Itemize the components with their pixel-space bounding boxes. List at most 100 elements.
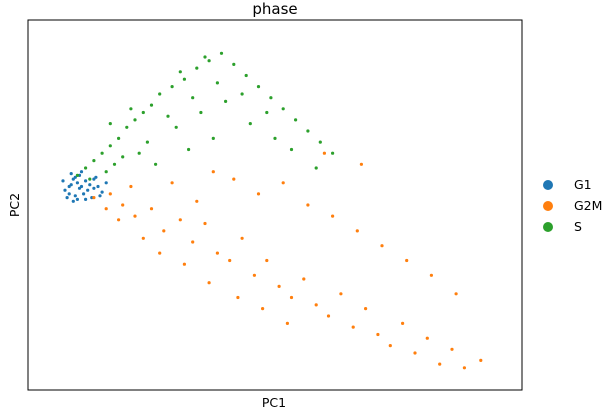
point-g2m-6: [178, 218, 182, 222]
point-s-41: [215, 81, 219, 85]
legend-marker-s: [543, 222, 553, 232]
point-g1-16: [61, 179, 65, 183]
point-g2m-53: [117, 218, 121, 222]
data-points: [61, 51, 483, 370]
point-g1-2: [63, 188, 67, 192]
point-s-6: [125, 125, 129, 129]
point-g2m-30: [479, 358, 483, 362]
chart-title: phase: [252, 0, 297, 18]
point-g1-25: [104, 181, 108, 185]
point-g1-28: [77, 186, 82, 190]
point-s-13: [195, 66, 199, 70]
point-g2m-44: [158, 251, 162, 255]
point-g2m-48: [261, 307, 265, 311]
point-s-18: [256, 85, 261, 89]
point-g2m-29: [462, 366, 466, 370]
point-g2m-3: [133, 214, 137, 218]
point-s-14: [207, 59, 211, 63]
point-g2m-24: [401, 321, 405, 325]
point-g2m-10: [228, 258, 232, 263]
point-g2m-37: [355, 229, 359, 233]
point-g2m-41: [454, 292, 458, 296]
point-g2m-21: [364, 307, 368, 311]
point-g2m-8: [203, 221, 207, 226]
point-g2m-27: [438, 362, 442, 366]
point-s-21: [294, 118, 298, 122]
point-s-44: [289, 147, 294, 152]
point-g1-17: [75, 197, 79, 201]
point-s-33: [187, 147, 191, 152]
point-g2m-1: [108, 192, 112, 196]
point-g2m-26: [425, 336, 429, 340]
point-g2m-42: [322, 151, 326, 155]
point-s-26: [145, 140, 149, 144]
point-g1-24: [84, 197, 88, 201]
point-s-45: [314, 166, 318, 170]
point-s-38: [137, 151, 141, 155]
point-s-10: [158, 92, 162, 96]
point-s-11: [170, 85, 174, 89]
point-g1-6: [69, 172, 73, 176]
point-s-7: [133, 118, 137, 122]
point-g1-19: [94, 175, 98, 179]
point-g1-4: [73, 194, 77, 198]
point-s-47: [203, 55, 207, 59]
plot-frame: [27, 19, 523, 391]
point-g1-11: [71, 199, 75, 203]
point-g2m-54: [104, 207, 108, 211]
point-s-2: [92, 159, 96, 163]
point-g1-12: [88, 183, 92, 187]
point-g2m-0: [92, 196, 96, 200]
point-s-32: [154, 162, 158, 166]
point-g2m-38: [380, 244, 384, 248]
point-g2m-4: [149, 207, 154, 211]
point-s-36: [104, 170, 108, 174]
point-g2m-2: [121, 203, 125, 207]
y-axis-label: PC2: [7, 193, 22, 217]
point-s-40: [191, 96, 195, 100]
point-s-5: [117, 136, 121, 140]
point-s-29: [224, 99, 228, 103]
point-g2m-9: [215, 251, 219, 255]
point-g2m-16: [302, 277, 306, 281]
point-s-22: [306, 129, 310, 133]
point-g2m-40: [429, 273, 433, 277]
point-s-48: [129, 107, 133, 111]
point-s-16: [232, 62, 236, 66]
point-g1-20: [79, 170, 84, 174]
point-g2m-25: [413, 351, 417, 355]
point-s-35: [88, 177, 92, 181]
point-g1-9: [82, 192, 86, 196]
point-s-3: [100, 151, 104, 155]
point-g1-13: [86, 188, 90, 192]
point-g1-29: [92, 186, 96, 190]
point-g2m-35: [306, 203, 310, 207]
point-s-42: [240, 92, 244, 96]
legend-marker-g2m: [543, 201, 553, 211]
point-g2m-13: [265, 258, 269, 263]
point-g2m-55: [129, 184, 133, 189]
point-g2m-45: [182, 262, 186, 266]
point-g2m-50: [141, 236, 145, 240]
point-s-25: [121, 155, 125, 159]
point-g1-22: [69, 183, 73, 187]
point-g2m-14: [277, 284, 281, 288]
point-g2m-43: [359, 162, 363, 166]
point-s-15: [219, 51, 224, 55]
point-g2m-19: [339, 292, 343, 296]
point-g2m-12: [252, 273, 256, 277]
point-g2m-22: [376, 332, 380, 337]
point-s-1: [84, 166, 88, 170]
legend: G1 G2M S: [543, 177, 602, 234]
point-g2m-5: [162, 229, 166, 233]
point-s-43: [265, 110, 269, 115]
legend-label-s: S: [574, 219, 582, 234]
point-g2m-47: [236, 295, 240, 300]
point-g1-21: [100, 190, 104, 194]
point-g2m-28: [450, 347, 454, 351]
legend-label-g1: G1: [574, 177, 592, 192]
point-g1-3: [75, 181, 79, 185]
point-s-28: [199, 110, 203, 115]
point-s-0: [75, 173, 79, 177]
